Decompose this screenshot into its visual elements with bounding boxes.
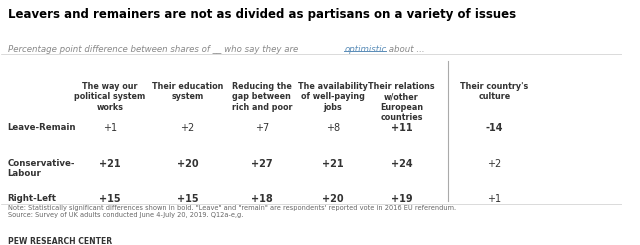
Text: Leave-Remain: Leave-Remain [8, 122, 76, 132]
Text: +7: +7 [255, 122, 269, 133]
Text: +1: +1 [103, 122, 117, 133]
Text: +11: +11 [390, 122, 412, 133]
Text: +20: +20 [323, 194, 344, 204]
Text: +27: +27 [251, 159, 273, 169]
Text: Reducing the
gap between
rich and poor: Reducing the gap between rich and poor [232, 82, 292, 111]
Text: The availability
of well-paying
jobs: The availability of well-paying jobs [298, 82, 368, 111]
Text: -14: -14 [486, 122, 503, 133]
Text: The way our
political system
works: The way our political system works [74, 82, 145, 111]
Text: about ...: about ... [387, 45, 425, 54]
Text: Leavers and remainers are not as divided as partisans on a variety of issues: Leavers and remainers are not as divided… [8, 8, 516, 21]
Text: Right-Left: Right-Left [8, 194, 56, 203]
Text: +20: +20 [177, 159, 198, 169]
Text: +21: +21 [99, 159, 121, 169]
Text: +2: +2 [180, 122, 195, 133]
Text: Their education
system: Their education system [152, 82, 223, 101]
Text: +15: +15 [177, 194, 198, 204]
Text: +2: +2 [487, 159, 502, 169]
Text: +21: +21 [323, 159, 344, 169]
Text: Percentage point difference between shares of __ who say they are: Percentage point difference between shar… [8, 45, 301, 54]
Text: +15: +15 [99, 194, 121, 204]
Text: +8: +8 [326, 122, 340, 133]
Text: +19: +19 [390, 194, 412, 204]
Text: Conservative-
Labour: Conservative- Labour [8, 159, 75, 178]
Text: +18: +18 [251, 194, 273, 204]
Text: +1: +1 [487, 194, 502, 204]
Text: Note: Statistically significant differences shown in bold. "Leave" and "remain" : Note: Statistically significant differen… [8, 206, 456, 219]
Text: PEW RESEARCH CENTER: PEW RESEARCH CENTER [8, 237, 112, 245]
Text: optimistic: optimistic [344, 45, 387, 54]
Text: +24: +24 [390, 159, 412, 169]
Text: Their relations
w/other
European
countries: Their relations w/other European countri… [368, 82, 435, 122]
Text: Their country's
culture: Their country's culture [460, 82, 529, 101]
